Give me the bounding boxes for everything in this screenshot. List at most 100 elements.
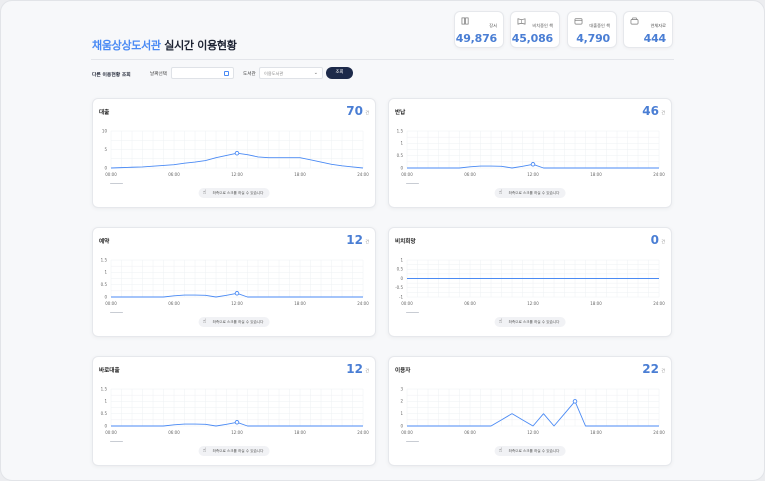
chart-count: 46 bbox=[642, 104, 659, 118]
line-chart[interactable]: 0 5 10 00:00 06:00 12:00 18:00 24:00 bbox=[93, 99, 377, 191]
x-tick-label: 06:00 bbox=[168, 301, 180, 306]
header-divider bbox=[91, 59, 674, 60]
chart-title: 이용자 bbox=[395, 368, 411, 374]
x-tick-label: 24:00 bbox=[653, 430, 665, 435]
stat-card-collection: 장서 49,876 bbox=[454, 11, 504, 48]
data-point bbox=[234, 150, 240, 156]
chart-count: 70 bbox=[346, 104, 363, 118]
stat-value: 4,790 bbox=[576, 32, 610, 45]
x-tick-label: 00:00 bbox=[401, 301, 413, 306]
x-tick-label: 00:00 bbox=[105, 301, 117, 306]
library-select[interactable]: 이용도서관 ⌄ bbox=[259, 67, 323, 79]
y-tick-label: 0.5 bbox=[397, 153, 404, 158]
x-tick-label: 18:00 bbox=[294, 430, 306, 435]
chart-unit: 건 bbox=[365, 239, 369, 244]
chart-title: 바로대출 bbox=[99, 368, 120, 374]
stat-value: 49,876 bbox=[455, 32, 497, 45]
stat-card-overdue: 연체자료 444 bbox=[623, 11, 673, 48]
hand-pointer-icon: ☝ bbox=[202, 189, 207, 196]
hand-pointer-icon: ☝ bbox=[498, 318, 503, 325]
library-select-value: 이용도서관 bbox=[264, 71, 284, 76]
chart-unit: 건 bbox=[365, 368, 369, 373]
x-tick-label: 24:00 bbox=[357, 172, 369, 177]
x-tick-label: 18:00 bbox=[294, 301, 306, 306]
x-tick-label: 24:00 bbox=[357, 430, 369, 435]
x-tick-label: 06:00 bbox=[464, 430, 476, 435]
y-tick-label: 0.5 bbox=[101, 411, 108, 416]
y-tick-label: 1.5 bbox=[101, 386, 108, 391]
chart-card-return: 반납 46 건 0 0.5 1 1.5 00:00 06:00 12:00 18:00 24:0… bbox=[388, 98, 672, 208]
x-tick-label: 12:00 bbox=[231, 301, 243, 306]
y-tick-label: 5 bbox=[104, 147, 107, 152]
series-line bbox=[407, 400, 659, 427]
chart-count: 12 bbox=[346, 362, 363, 376]
x-tick-label: 24:00 bbox=[653, 172, 665, 177]
stat-label: 대출중인 책 bbox=[589, 23, 610, 28]
archive-icon bbox=[630, 17, 639, 25]
y-tick-label: 10 bbox=[102, 128, 108, 133]
x-tick-label: 00:00 bbox=[105, 430, 117, 435]
chart-scrollbar[interactable] bbox=[406, 441, 419, 443]
date-picker[interactable] bbox=[171, 67, 234, 79]
filter-heading: 다른 이용현황 조회 bbox=[92, 73, 131, 78]
chart-card-purchase-request: 비치희망 0 건 -1 -0.5 0 0.5 1 00:00 06:00 12:00 18:00… bbox=[388, 227, 672, 337]
book-open-icon bbox=[517, 18, 526, 25]
y-tick-label: 2 bbox=[400, 399, 403, 404]
stat-label: 연체자료 bbox=[650, 23, 666, 28]
y-tick-label: 0 bbox=[104, 423, 107, 428]
stat-value: 45,086 bbox=[511, 32, 553, 45]
line-chart[interactable]: 0 0.5 1 1.5 00:00 06:00 12:00 18:00 24:00 bbox=[389, 99, 673, 191]
x-tick-label: 12:00 bbox=[231, 172, 243, 177]
x-tick-label: 12:00 bbox=[231, 430, 243, 435]
x-tick-label: 00:00 bbox=[105, 172, 117, 177]
data-point bbox=[234, 420, 240, 425]
chart-card-reservation: 예약 12 건 0 0.5 1 1.5 00:00 06:00 12:00 18:00 24:0… bbox=[92, 227, 376, 337]
title-suffix: 실시간 이용현황 bbox=[164, 39, 237, 52]
x-tick-label: 12:00 bbox=[527, 172, 539, 177]
line-chart[interactable]: -1 -0.5 0 0.5 1 00:00 06:00 12:00 18:00 24:00 bbox=[389, 228, 673, 320]
chart-count: 12 bbox=[346, 233, 363, 247]
chart-scrollbar[interactable] bbox=[406, 312, 419, 314]
stat-value: 444 bbox=[643, 32, 667, 45]
library-name: 채움상상도서관 bbox=[92, 39, 161, 52]
y-tick-label: 1 bbox=[104, 270, 107, 275]
scroll-hint: ☝ 좌측으로 스크롤 하실 수 있습니다 bbox=[198, 317, 270, 327]
y-tick-label: 0.5 bbox=[101, 282, 108, 287]
line-chart[interactable]: 0 1 2 3 00:00 06:00 12:00 18:00 24:00 bbox=[389, 357, 673, 449]
book-icon bbox=[461, 17, 469, 25]
y-tick-label: 1.5 bbox=[101, 257, 108, 262]
x-tick-label: 18:00 bbox=[294, 172, 306, 177]
y-tick-label: 0 bbox=[104, 294, 107, 299]
chart-title: 대출 bbox=[99, 110, 110, 116]
chart-card-users: 이용자 22 건 0 1 2 3 00:00 06:00 12:00 18:00 24:00 ☝… bbox=[388, 356, 672, 466]
chart-scrollbar[interactable] bbox=[110, 441, 123, 443]
hand-pointer-icon: ☝ bbox=[498, 447, 503, 454]
y-tick-label: 0 bbox=[400, 423, 403, 428]
chart-title: 예약 bbox=[99, 239, 110, 245]
calendar-icon[interactable] bbox=[224, 70, 229, 76]
chart-card-direct-loan: 바로대출 12 건 0 0.5 1 1.5 00:00 06:00 12:00 18:00 24… bbox=[92, 356, 376, 466]
chart-scrollbar[interactable] bbox=[406, 183, 419, 185]
x-tick-label: 18:00 bbox=[590, 172, 602, 177]
data-point bbox=[572, 399, 578, 404]
x-tick-label: 00:00 bbox=[401, 172, 413, 177]
y-tick-label: 0 bbox=[400, 165, 403, 170]
line-chart[interactable]: 0 0.5 1 1.5 00:00 06:00 12:00 18:00 24:00 bbox=[93, 357, 377, 449]
search-button[interactable]: 조회 bbox=[326, 67, 353, 79]
y-tick-label: 1 bbox=[400, 141, 403, 146]
y-tick-label: 1 bbox=[400, 411, 403, 416]
stat-label: 비치중인 책 bbox=[532, 23, 553, 28]
x-tick-label: 06:00 bbox=[168, 430, 180, 435]
chart-title: 반납 bbox=[395, 110, 406, 116]
chart-scrollbar[interactable] bbox=[110, 183, 123, 185]
x-tick-label: 06:00 bbox=[464, 172, 476, 177]
chart-scrollbar[interactable] bbox=[110, 312, 123, 314]
x-tick-label: 18:00 bbox=[590, 301, 602, 306]
x-tick-label: 06:00 bbox=[464, 301, 476, 306]
hand-pointer-icon: ☝ bbox=[498, 189, 503, 196]
stat-card-on-loan: 대출중인 책 4,790 bbox=[567, 11, 617, 48]
library-label: 도서관 bbox=[243, 72, 256, 77]
line-chart[interactable]: 0 0.5 1 1.5 00:00 06:00 12:00 18:00 24:00 bbox=[93, 228, 377, 320]
scroll-hint: ☝ 좌측으로 스크롤 하실 수 있습니다 bbox=[494, 188, 566, 198]
